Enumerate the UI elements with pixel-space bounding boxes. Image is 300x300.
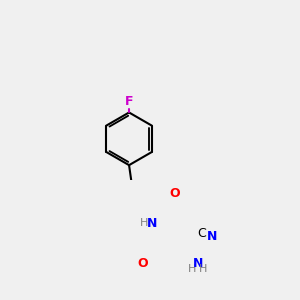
Text: N: N	[147, 217, 157, 230]
Text: H: H	[140, 218, 148, 228]
Text: O: O	[137, 257, 148, 270]
Text: N: N	[193, 257, 203, 270]
Text: H: H	[188, 264, 197, 274]
Text: H: H	[199, 264, 207, 274]
Text: F: F	[125, 95, 133, 108]
Text: O: O	[170, 187, 180, 200]
Text: C: C	[197, 227, 206, 240]
Text: N: N	[206, 230, 217, 243]
